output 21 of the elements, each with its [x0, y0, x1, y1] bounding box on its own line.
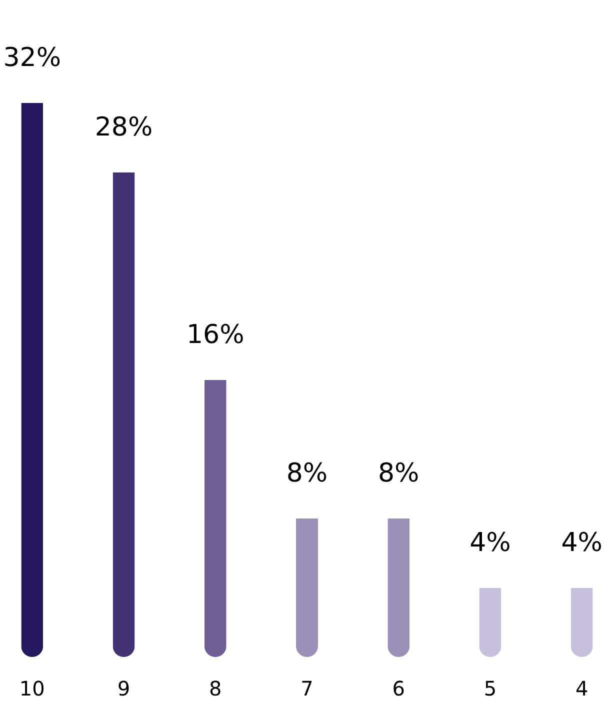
data-label: 4% [470, 528, 511, 558]
x-tick-label: 7 [300, 676, 314, 700]
data-label: 8% [378, 458, 420, 488]
bar [296, 518, 318, 657]
x-tick-label: 6 [392, 676, 405, 700]
bar [479, 588, 502, 657]
bar [112, 172, 135, 657]
x-tick-label: 4 [575, 676, 588, 700]
bar [388, 518, 410, 657]
bar [204, 380, 226, 657]
data-label: 8% [286, 458, 328, 488]
data-label: 4% [561, 528, 602, 558]
data-label: 32% [3, 43, 62, 73]
bar [570, 588, 593, 657]
data-label: 28% [94, 112, 153, 142]
x-tick-label: 9 [117, 676, 130, 700]
x-tick-label: 10 [19, 676, 45, 700]
x-tick-label: 5 [484, 676, 497, 700]
data-label: 16% [186, 320, 244, 350]
bar [21, 103, 44, 657]
x-tick-label: 8 [209, 676, 222, 700]
